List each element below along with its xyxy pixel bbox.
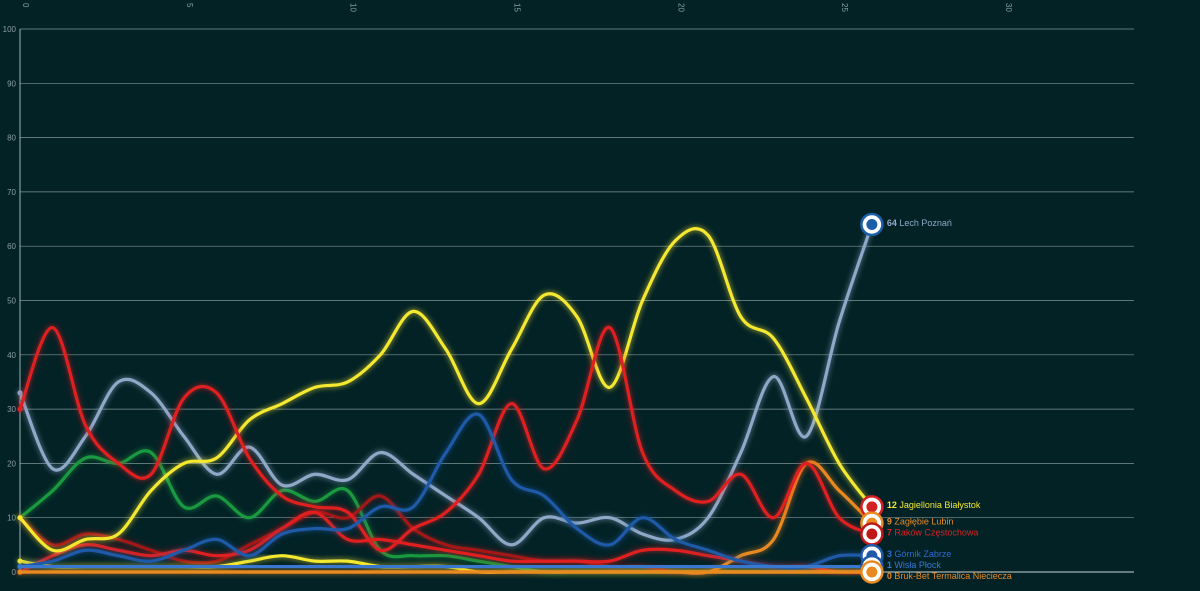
series-3-end-value: 7 [887,527,895,537]
series-6-end-label: 0 Bruk-Bet Termalica Nieciecza [887,571,1012,581]
grid-layer [19,28,1134,573]
series-4-end-name: Górnik Zabrze [894,549,951,559]
series-1-end-value: 12 [887,500,900,510]
series-4-end-value: 3 [887,549,895,559]
series-0-line [18,222,874,547]
x-tick-label: 25 [840,3,849,12]
y-tick-label: 80 [7,134,16,143]
y-tick-label: 90 [7,79,16,88]
x-tick-label: 15 [512,3,521,12]
x-tick-label: 20 [676,3,685,12]
series-5-end-name: Wisła Płock [894,560,941,570]
x-tick-label: 0 [21,3,30,8]
series-1-line [18,227,874,553]
y-tick-label: 100 [3,25,17,34]
series-0-end-value: 64 [887,218,900,228]
y-tick-label: 20 [7,459,16,468]
y-tick-label: 40 [7,351,16,360]
series-3-start-point [17,406,23,412]
series-0-end-label: 64 Lech Poznań [887,218,952,228]
y-tick-label: 30 [7,405,16,414]
series-1-badge-core [866,501,878,513]
x-tick-label: 10 [349,3,358,12]
series-6-start-point [17,569,23,575]
series-1-end-label: 12 Jagiellonia Białystok [887,500,981,510]
series-2-end-name: Zagłębie Lubin [894,516,953,526]
series-0-badge-core [866,218,878,230]
end-label-layer: 64 Lech Poznań 12 Jagiellonia Białystok 9 … [860,212,1012,584]
x-tick-label: 5 [185,3,194,8]
series-10-start-point [17,558,23,564]
series-1-start-point [17,515,23,521]
series-6-badge-core [866,566,878,578]
series-layer [16,220,876,577]
series-5-end-value: 1 [887,560,895,570]
series-3-end-name: Raków Częstochowa [894,527,978,537]
series-4-end-label: 3 Górnik Zabrze [887,549,952,559]
y-tick-label: 0 [12,568,17,577]
series-5-start-point [17,563,23,570]
series-3-end-label: 7 Raków Częstochowa [887,527,979,537]
series-5-end-label: 1 Wisła Płock [887,560,942,570]
series-2-end-label: 9 Zagłębie Lubin [887,516,954,526]
series-3-line [18,326,874,552]
y-tick-label: 50 [7,297,16,306]
series-6-end-value: 0 [887,571,895,581]
series-4-line [18,412,874,570]
y-tick-label: 70 [7,188,16,197]
series-0-end-name: Lech Poznań [899,218,952,228]
axis-layer: 0 10 20 30 40 50 60 70 80 90 100 0 5 10 15 20 25 30 [3,3,1013,577]
y-tick-label: 10 [7,514,16,523]
x-tick-label: 30 [1004,3,1013,12]
y-tick-label: 60 [7,242,16,251]
series-3-badge-core [866,528,878,540]
series-1-end-name: Jagiellonia Białystok [899,500,981,510]
series-6-end-name: Bruk-Bet Termalica Nieciecza [894,571,1011,581]
series-2-end-value: 9 [887,516,895,526]
